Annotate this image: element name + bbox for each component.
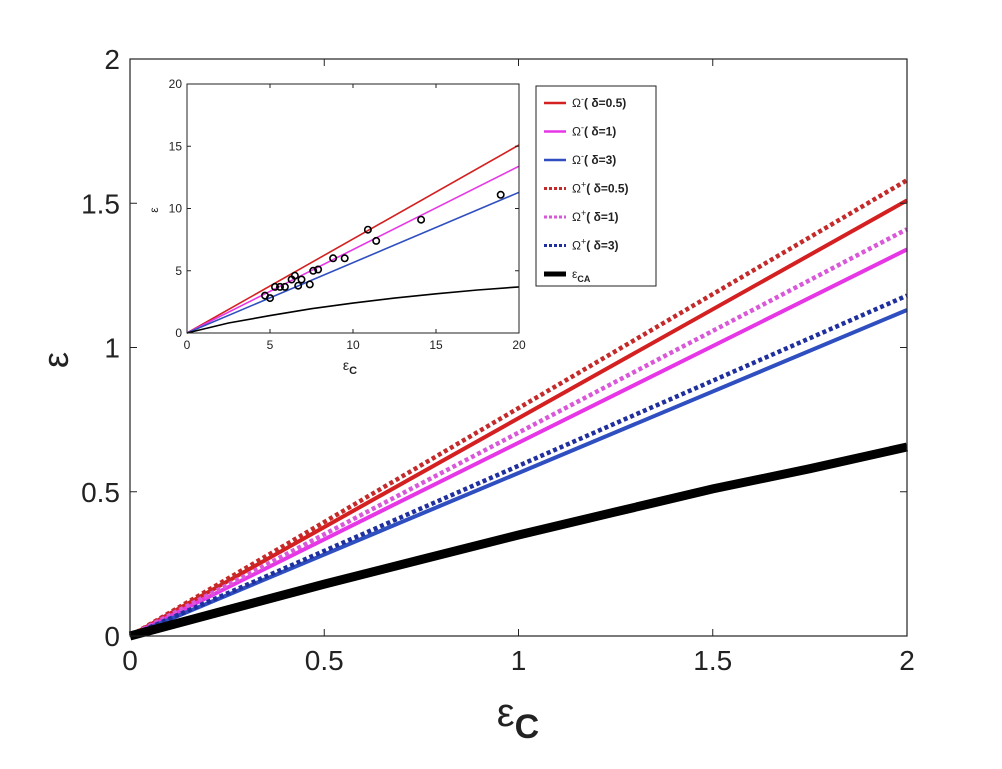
main-plot: 0 0.5 1 1.5 200.511.52 εC ε — [35, 44, 915, 746]
inset-y-tick-label: 0 — [175, 326, 182, 340]
inset-y-axis-label: ε — [147, 207, 161, 213]
inset-y-tick-label: 15 — [169, 139, 183, 153]
main-x-tick-label: 0 — [122, 645, 138, 676]
legend-label: Ω+( δ=3) — [572, 237, 619, 253]
legend-label: Ω+( δ=1) — [572, 208, 619, 224]
main-series-eps_ca — [128, 442, 908, 641]
inset-data-point — [309, 266, 318, 275]
inset-data-point — [417, 215, 426, 224]
legend-label: Ω+( δ=0.5) — [572, 180, 629, 196]
main-x-tick-label: 1.5 — [693, 645, 732, 676]
main-series-om_minus_1 — [129, 247, 908, 638]
inset-x-tick-label: 15 — [429, 338, 443, 352]
inset-data-point — [340, 254, 349, 263]
legend-label: Ω-( δ=3) — [572, 151, 616, 167]
main-y-tick-label: 1 — [104, 333, 120, 364]
inset-data-point — [329, 254, 338, 263]
main-y-tick-label: 0.5 — [81, 477, 120, 508]
inset-series-eps_ca — [186, 286, 520, 334]
inset-ticks-group: 0 5 10 15 20 0 5 10 15 20 — [169, 77, 526, 352]
inset-plot: 0 5 10 15 20 0 5 10 15 20 εC ε — [147, 77, 526, 377]
inset-x-tick-label: 20 — [512, 338, 526, 352]
inset-y-tick-label: 10 — [169, 202, 183, 216]
main-ticks-group: 0 0.5 1 1.5 200.511.52 — [81, 44, 915, 676]
inset-data-point — [496, 190, 505, 199]
main-x-tick-label: 2 — [899, 645, 915, 676]
inset-series-om_minus_05 — [186, 144, 520, 334]
inset-data-point — [290, 271, 299, 280]
inset-data-point — [297, 275, 306, 284]
legend-label: Ω-( δ=1) — [572, 123, 616, 139]
inset-x-axis-label: εC — [343, 357, 357, 377]
inset-series-om_minus_1 — [186, 165, 520, 334]
main-y-tick-label: 0 — [104, 621, 120, 652]
inset-data-point — [363, 225, 372, 234]
legend-items-group: Ω-( δ=0.5) Ω-( δ=1) Ω-( δ=3) Ω+( δ=0.5) Ω+( … — [544, 94, 629, 284]
main-series-group — [128, 178, 909, 641]
main-series-om_plus_05 — [128, 178, 909, 638]
main-y-tick-label: 1.5 — [81, 188, 120, 219]
main-series-om_plus_3 — [129, 293, 908, 639]
main-x-tick-label: 1 — [511, 645, 527, 676]
main-x-axis-label: εC — [497, 691, 539, 746]
inset-data-point — [280, 282, 289, 291]
inset-y-tick-label: 5 — [175, 264, 182, 278]
inset-data-point — [372, 236, 381, 245]
inset-data-point — [294, 281, 303, 290]
inset-background — [187, 84, 519, 333]
inset-x-tick-label: 10 — [346, 338, 360, 352]
main-series-om_minus_05 — [129, 198, 908, 638]
main-y-tick-label: 2 — [104, 44, 120, 75]
inset-points-group — [260, 190, 505, 303]
inset-x-tick-label: 5 — [267, 338, 274, 352]
main-y-axis-label: ε — [35, 352, 76, 368]
legend-frame — [535, 85, 657, 287]
legend: Ω-( δ=0.5) Ω-( δ=1) Ω-( δ=3) Ω+( δ=0.5) Ω+( … — [535, 85, 657, 287]
main-series-om_plus_1 — [128, 227, 909, 638]
inset-x-tick-label: 0 — [184, 338, 191, 352]
inset-y-tick-label: 20 — [169, 77, 183, 91]
legend-label: εCA — [572, 267, 591, 284]
main-x-tick-label: 0.5 — [305, 645, 344, 676]
inset-series-om_minus_3 — [186, 191, 520, 334]
inset-data-point — [270, 282, 279, 291]
inset-series-group — [186, 144, 520, 334]
inset-data-point — [314, 265, 323, 274]
legend-label: Ω-( δ=0.5) — [572, 94, 626, 110]
inset-data-point — [275, 282, 284, 291]
inset-data-point — [305, 280, 314, 289]
inset-data-point — [265, 294, 274, 303]
